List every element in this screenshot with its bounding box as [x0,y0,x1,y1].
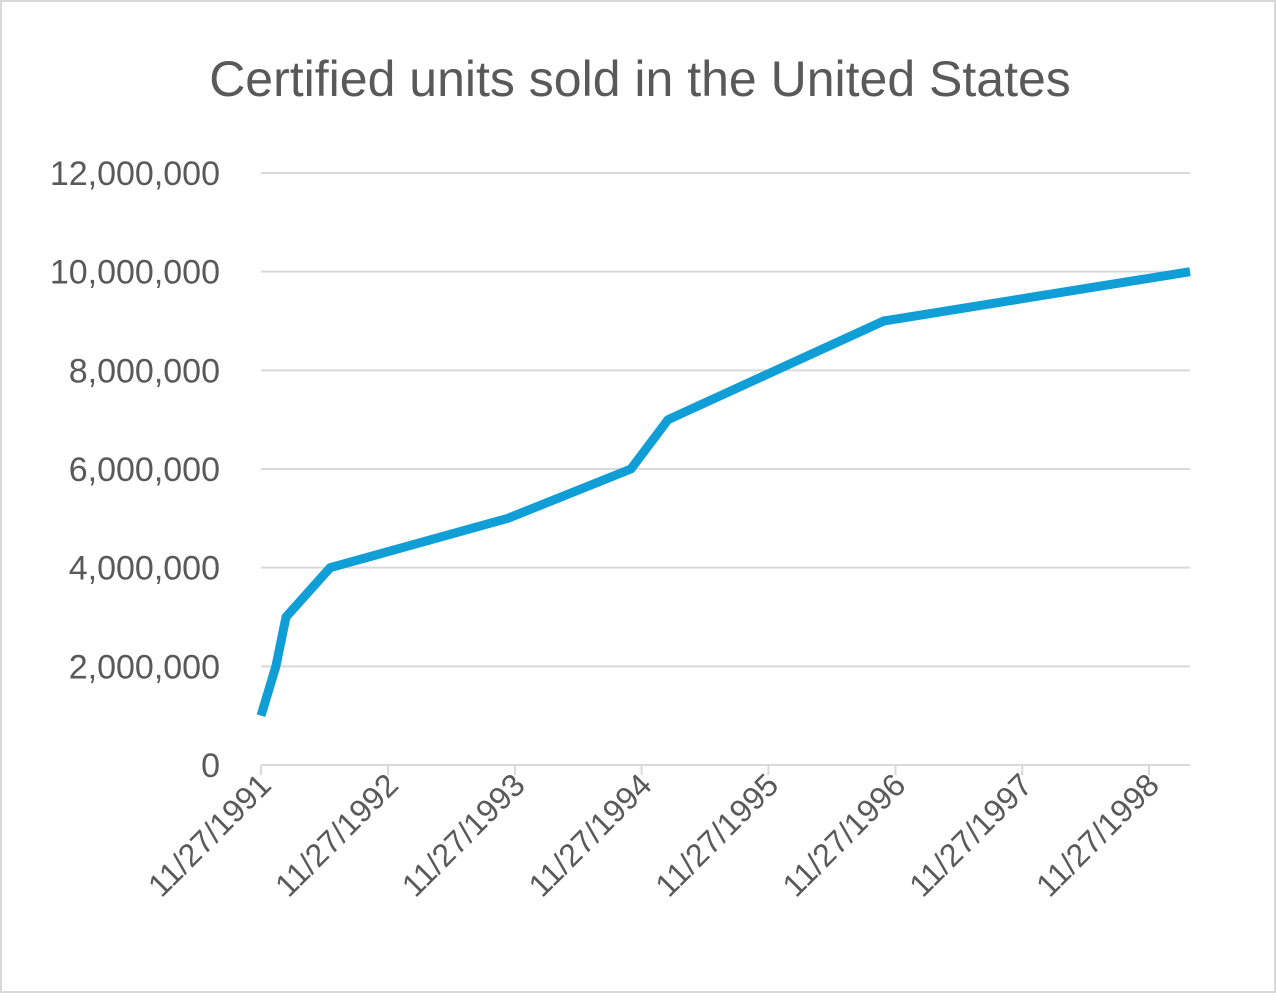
x-tick-label: 11/27/1994 [522,766,659,903]
x-tick-label: 11/27/1996 [775,766,912,903]
y-tick-label: 8,000,000 [69,352,220,390]
x-tick-label: 11/27/1993 [395,766,532,903]
x-tick-label: 11/27/1997 [902,766,1039,903]
chart-title: Certified units sold in the United State… [209,51,1071,107]
y-tick-label: 6,000,000 [69,451,220,489]
x-tick-label: 11/27/1995 [648,766,785,903]
series-line [261,272,1190,716]
y-tick-label: 2,000,000 [69,648,220,686]
y-tick-label: 4,000,000 [69,550,220,588]
y-tick-label: 10,000,000 [50,254,220,292]
y-tick-label: 0 [201,747,220,785]
x-tick-label: 11/27/1998 [1029,766,1166,903]
x-tick-label: 11/27/1992 [268,766,405,903]
x-tick-label: 11/27/1991 [141,766,278,903]
y-tick-label: 12,000,000 [50,155,220,193]
